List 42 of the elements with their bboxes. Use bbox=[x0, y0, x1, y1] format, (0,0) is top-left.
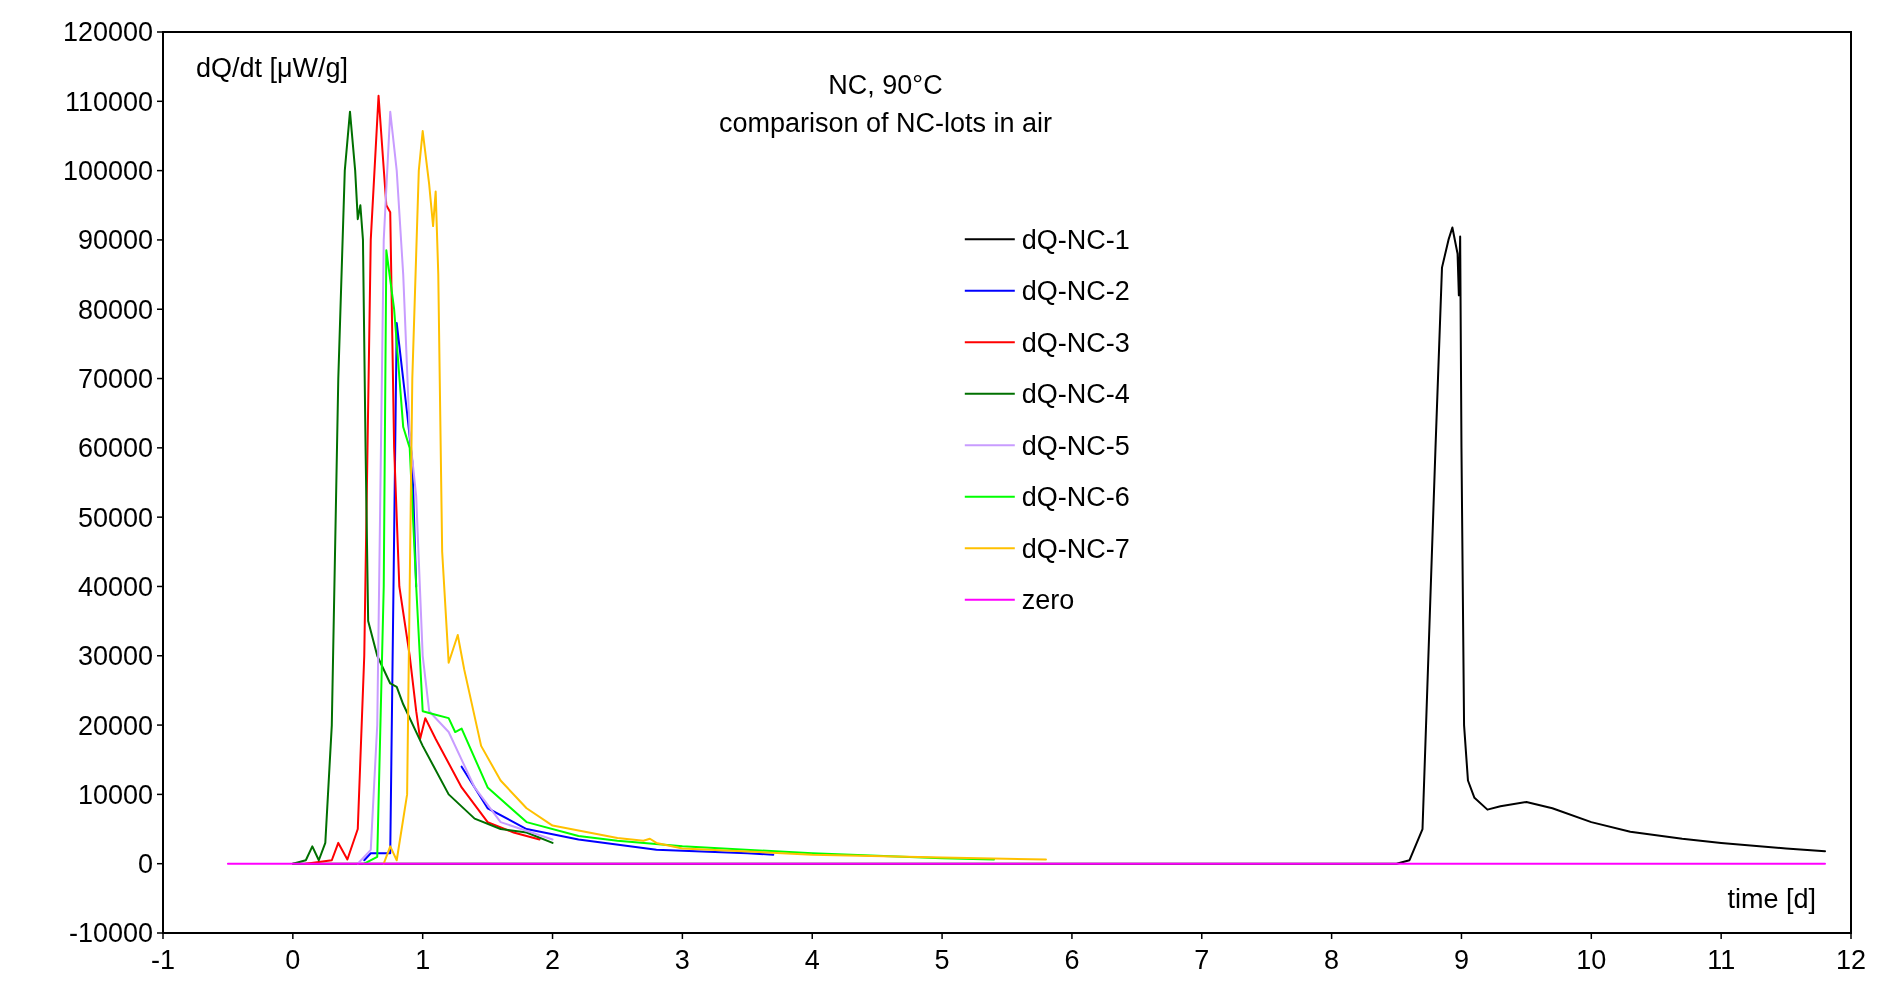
y-axis-title: dQ/dt [μW/g] bbox=[196, 53, 349, 83]
legend-label: dQ-NC-3 bbox=[1021, 327, 1130, 358]
legend-label: dQ-NC-7 bbox=[1021, 533, 1130, 564]
y-tick-label: 100000 bbox=[62, 156, 153, 187]
x-tick-label: 5 bbox=[934, 945, 950, 975]
y-tick-label: 10000 bbox=[77, 779, 153, 810]
legend-label: dQ-NC-2 bbox=[1021, 276, 1130, 307]
text: NC, 90°C bbox=[828, 70, 943, 100]
y-tick-label: 70000 bbox=[77, 363, 153, 394]
x-tick-label: 4 bbox=[804, 945, 820, 975]
x-axis-title: time [d] bbox=[1727, 884, 1816, 914]
y-tick-label: -10000 bbox=[68, 918, 153, 949]
x-tick-label: 8 bbox=[1324, 945, 1340, 975]
legend-label: dQ-NC-4 bbox=[1021, 379, 1130, 410]
legend-label: dQ-NC-1 bbox=[1021, 224, 1130, 255]
legend-label: dQ-NC-5 bbox=[1021, 430, 1130, 461]
x-tick-label: 0 bbox=[285, 945, 301, 975]
line-series bbox=[363, 249, 996, 865]
y-tick-label: 50000 bbox=[77, 502, 153, 533]
y-tick-label: 40000 bbox=[77, 571, 153, 602]
x-tick-label: 11 bbox=[1707, 945, 1736, 975]
legend-label: zero bbox=[1021, 585, 1075, 616]
y-tick-label: 60000 bbox=[77, 433, 153, 464]
x-tick-label: 7 bbox=[1194, 945, 1210, 975]
text: comparison of NC-lots in air bbox=[718, 108, 1053, 138]
y-tick-label: 90000 bbox=[77, 225, 153, 256]
y-tick-label: 80000 bbox=[77, 294, 153, 325]
y-tick-label: 20000 bbox=[77, 710, 153, 741]
x-tick-label: 2 bbox=[545, 945, 561, 975]
x-tick-label: 10 bbox=[1576, 945, 1607, 975]
x-tick-label: 6 bbox=[1064, 945, 1080, 975]
x-tick-label: 3 bbox=[674, 945, 690, 975]
legend-label: dQ-NC-6 bbox=[1021, 482, 1130, 513]
line-series bbox=[356, 110, 554, 865]
x-tick-label: 1 bbox=[415, 945, 431, 975]
y-tick-label: 30000 bbox=[77, 641, 153, 672]
y-tick-label: 120000 bbox=[62, 17, 153, 48]
y-tick-label: 110000 bbox=[64, 86, 153, 117]
y-tick-label: 0 bbox=[137, 849, 153, 880]
x-tick-label: 12 bbox=[1835, 945, 1867, 975]
x-tick-label: 9 bbox=[1453, 945, 1469, 975]
x-tick-label: -1 bbox=[150, 945, 176, 975]
